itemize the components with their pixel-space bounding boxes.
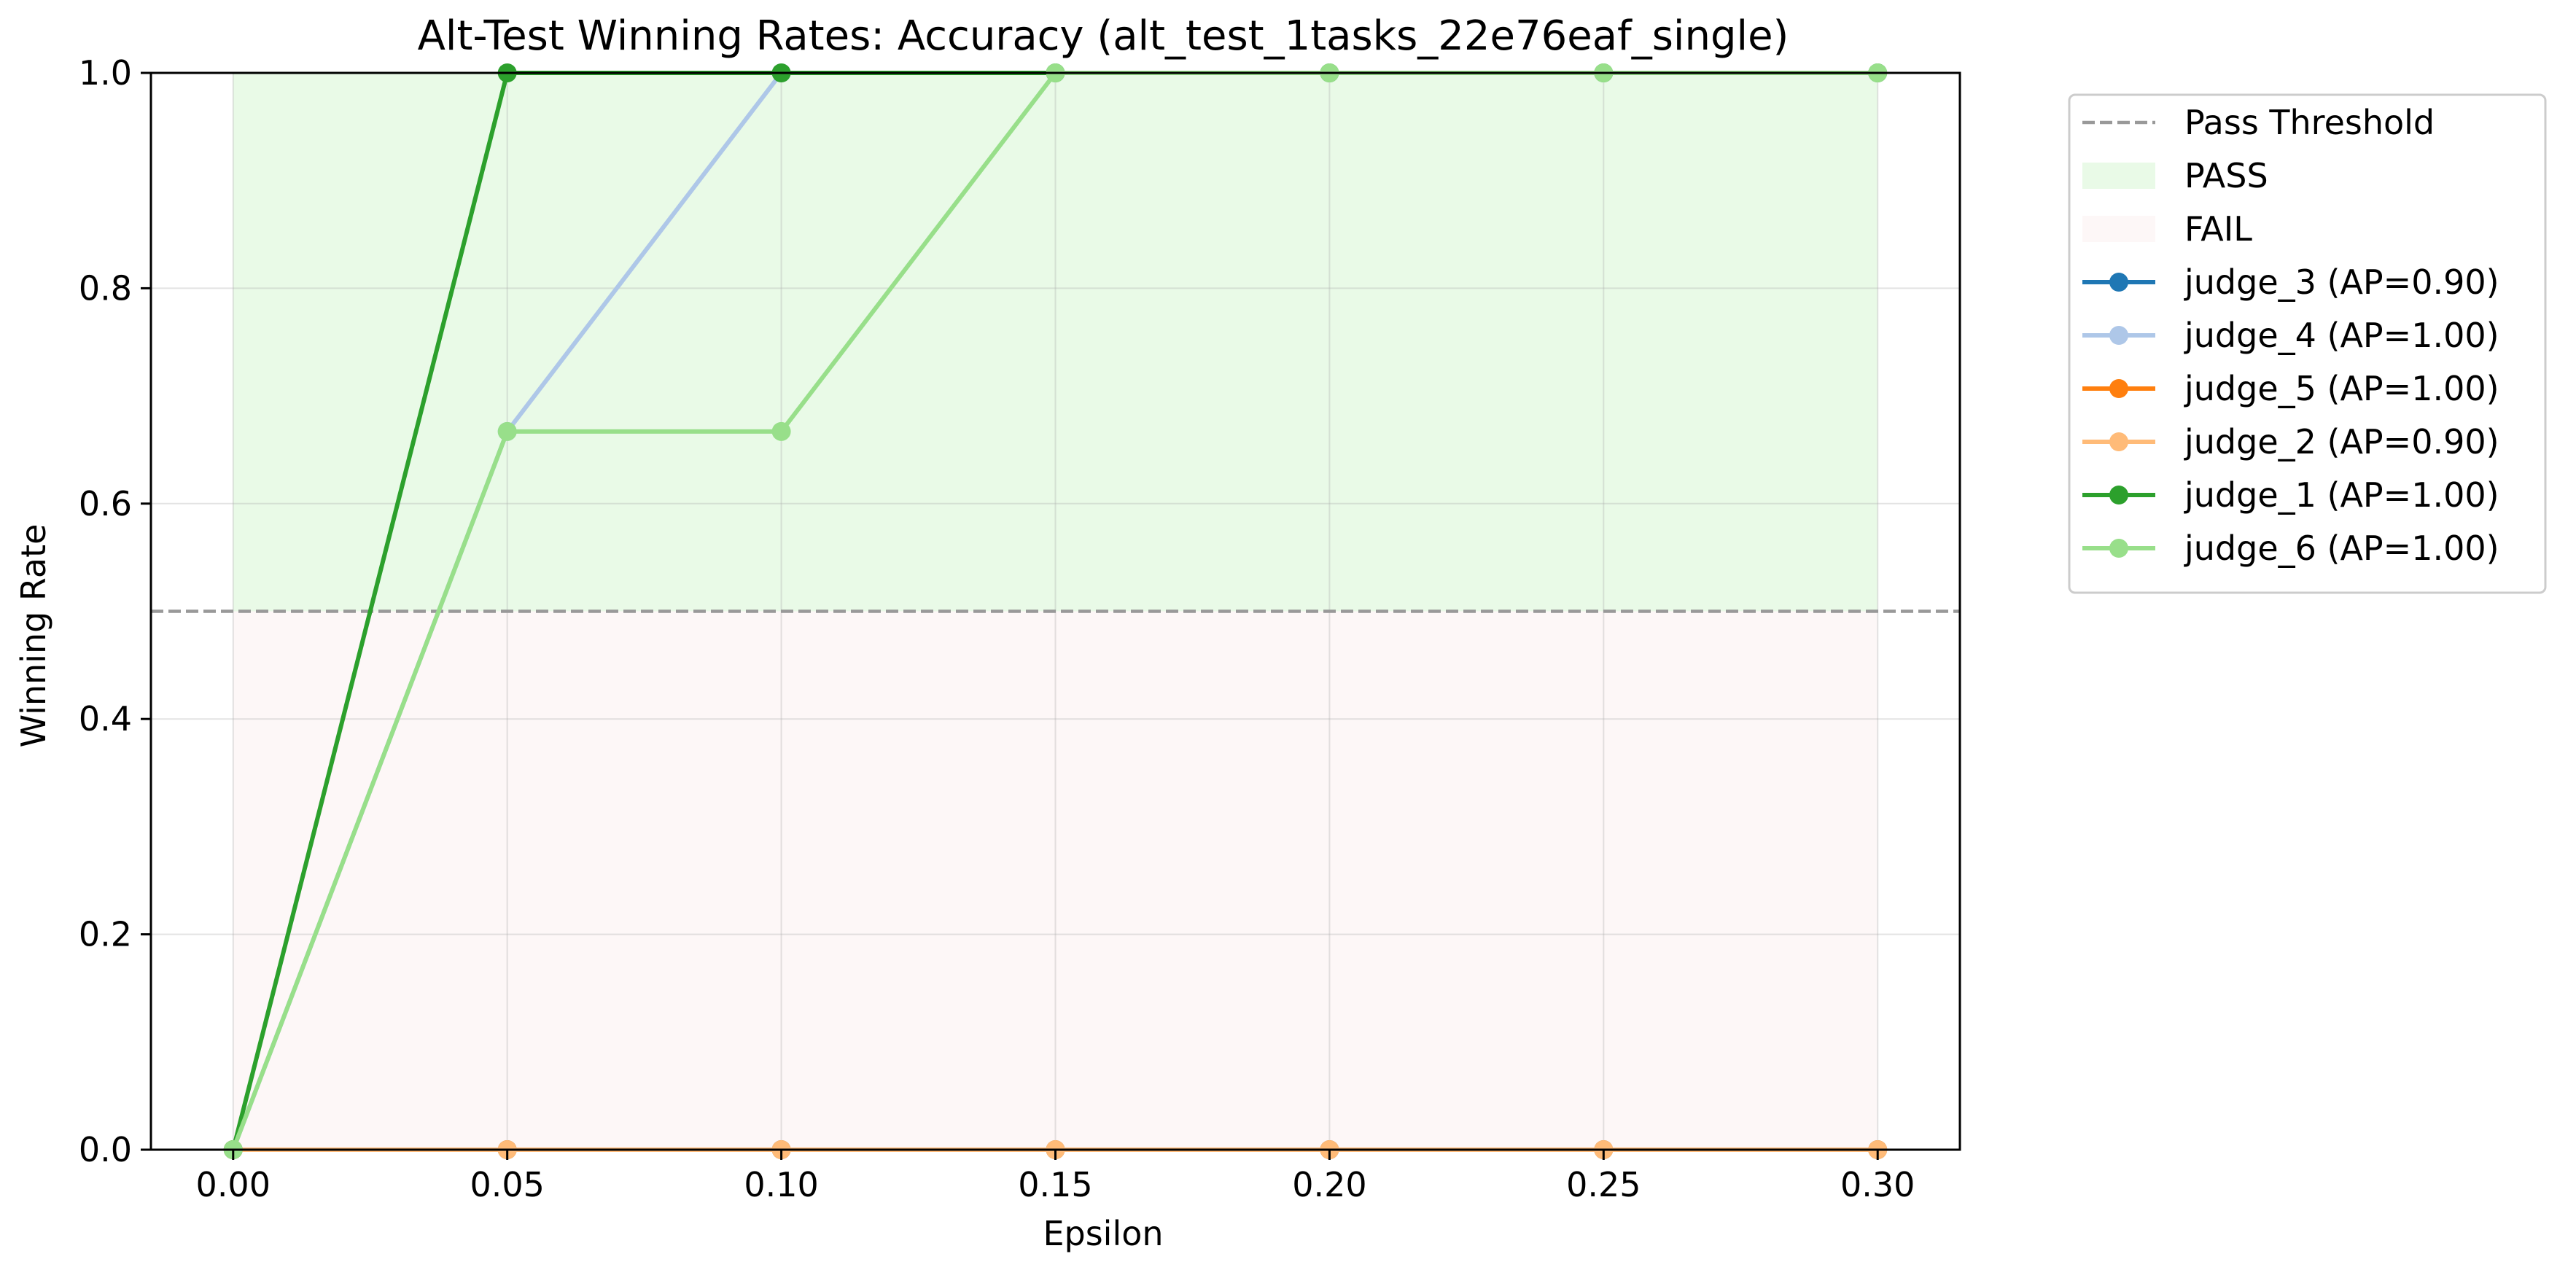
x-axis-label: Epsilon xyxy=(1043,1214,1163,1253)
y-tick-label: 0.2 xyxy=(79,915,132,954)
legend-label: judge_4 (AP=1.00) xyxy=(2184,316,2499,355)
x-tick-label: 0.20 xyxy=(1292,1165,1366,1204)
legend-entry-threshold: Pass Threshold xyxy=(2082,103,2435,142)
x-tick-label: 0.05 xyxy=(470,1165,544,1204)
legend-marker xyxy=(2109,539,2128,558)
legend-box xyxy=(2068,93,2547,594)
legend-label: judge_1 (AP=1.00) xyxy=(2184,475,2499,515)
x-tick-label: 0.00 xyxy=(196,1165,271,1204)
tick-labels: 0.00 0.05 0.10 0.15 0.20 0.25 0.30 0.0 0.2 0.4 0.6… xyxy=(79,53,1915,1204)
legend-label: judge_6 (AP=1.00) xyxy=(2184,529,2499,568)
legend-label: PASS xyxy=(2184,156,2268,195)
y-tick-label: 0.8 xyxy=(79,268,132,308)
x-tick-label: 0.10 xyxy=(744,1165,818,1204)
x-tick-label: 0.30 xyxy=(1840,1165,1915,1204)
legend-label: judge_5 (AP=1.00) xyxy=(2184,369,2499,408)
legend-marker xyxy=(2109,273,2128,292)
legend-key xyxy=(2082,163,2155,189)
legend-entry-series: judge_3 (AP=0.90) xyxy=(2082,262,2499,302)
legend-marker xyxy=(2109,486,2128,504)
y-tick-label: 0.6 xyxy=(79,484,132,523)
y-tick-label: 0.0 xyxy=(79,1130,132,1169)
legend-entry-series: judge_1 (AP=1.00) xyxy=(2082,475,2499,515)
y-tick-label: 1.0 xyxy=(79,53,132,93)
legend-entry-fail: FAIL xyxy=(2082,209,2252,249)
legend-marker xyxy=(2109,326,2128,345)
legend-marker xyxy=(2109,379,2128,398)
x-tick-label: 0.25 xyxy=(1566,1165,1641,1204)
legend-entry-series: judge_5 (AP=1.00) xyxy=(2082,369,2499,408)
background-regions xyxy=(233,73,1878,1150)
y-axis-label: Winning Rate xyxy=(14,524,53,748)
legend-marker xyxy=(2109,432,2128,451)
data-point xyxy=(497,421,517,441)
legend-key xyxy=(2082,216,2155,242)
legend-entry-pass: PASS xyxy=(2082,156,2268,195)
x-tick-label: 0.15 xyxy=(1018,1165,1092,1204)
legend-entry-series: judge_6 (AP=1.00) xyxy=(2082,529,2499,568)
legend-label: judge_3 (AP=0.90) xyxy=(2184,262,2499,302)
chart-title: Alt-Test Winning Rates: Accuracy (alt_te… xyxy=(418,12,1789,60)
legend-entry-series: judge_4 (AP=1.00) xyxy=(2082,316,2499,355)
legend-entry-series: judge_2 (AP=0.90) xyxy=(2082,422,2499,461)
region-pass xyxy=(233,73,1878,612)
data-point xyxy=(771,421,791,441)
legend-label: judge_2 (AP=0.90) xyxy=(2184,422,2499,461)
legend: Pass Threshold PASS FAIL judge_3 (AP=0.90) j… xyxy=(2068,93,2547,594)
legend-label: Pass Threshold xyxy=(2184,103,2435,142)
region-fail xyxy=(233,611,1878,1150)
y-tick-label: 0.4 xyxy=(79,699,132,739)
legend-label: FAIL xyxy=(2184,209,2252,249)
